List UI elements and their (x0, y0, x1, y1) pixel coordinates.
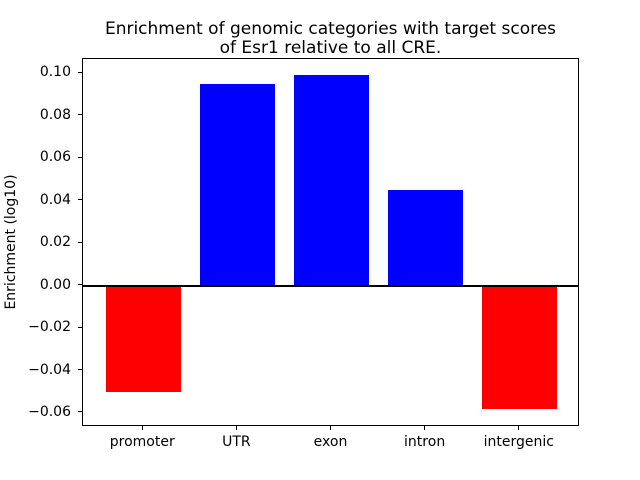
x-tick-label-promoter: promoter (109, 434, 175, 450)
y-tick-mark (78, 369, 82, 370)
bar-intron (387, 190, 464, 286)
bar-UTR (199, 83, 276, 286)
x-tick-mark (330, 426, 331, 430)
y-tick-label: −0.02 (28, 319, 71, 336)
y-tick-mark (78, 284, 82, 286)
x-tick-mark (518, 426, 520, 430)
y-tick-label: 0.04 (39, 191, 71, 208)
zero-line (83, 284, 578, 287)
y-tick-mark (78, 156, 82, 158)
x-tick-label-UTR: UTR (222, 434, 251, 450)
x-tick-mark (235, 426, 237, 430)
y-tick-label: −0.04 (28, 361, 71, 378)
y-tick-label: 0.06 (39, 149, 71, 166)
y-tick-label: 0.08 (39, 106, 71, 123)
x-tick-label-exon: exon (313, 434, 348, 450)
x-tick-mark (424, 426, 426, 430)
y-tick-mark (78, 199, 82, 201)
y-tick-mark (78, 241, 82, 243)
chart-title: Enrichment of genomic categories with ta… (104, 19, 557, 58)
bar-intergenic (482, 285, 558, 409)
y-tick-label: 0.00 (39, 276, 71, 293)
y-tick-label: −0.06 (28, 403, 71, 420)
x-tick-label-intergenic: intergenic (483, 434, 554, 450)
y-tick-mark (78, 71, 82, 73)
plot-area (82, 58, 579, 426)
bar-promoter (105, 285, 181, 392)
bar-exon (293, 75, 370, 286)
y-tick-mark (78, 326, 82, 328)
y-tick-label: 0.10 (39, 64, 71, 81)
y-tick-label: 0.02 (39, 234, 71, 251)
y-tick-mark (78, 114, 82, 116)
y-tick-mark (78, 411, 82, 413)
x-tick-label-intron: intron (404, 434, 446, 450)
x-tick-mark (141, 426, 143, 430)
